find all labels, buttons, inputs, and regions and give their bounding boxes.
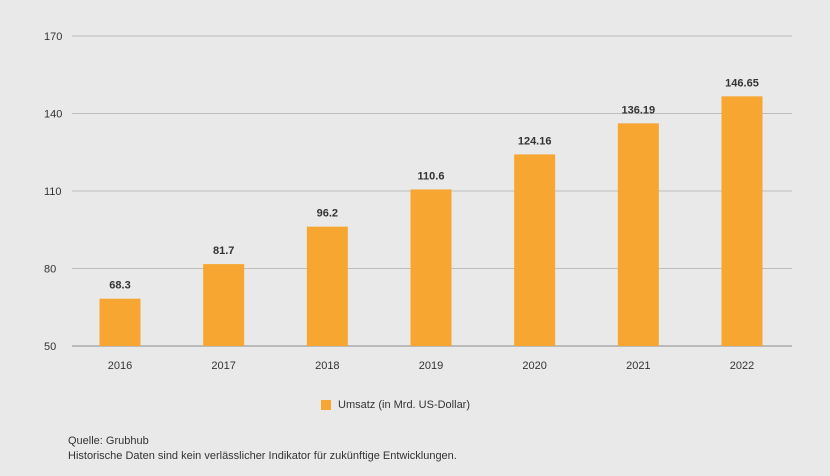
legend: Umsatz (in Mrd. US-Dollar) [321, 399, 470, 411]
bar [721, 96, 763, 346]
disclaimer-note: Historische Daten sind kein verlässliche… [68, 450, 457, 462]
y-axis-ticks: 50 80 110 140 170 [44, 31, 62, 353]
x-tick-label: 2021 [626, 360, 650, 372]
bar-value-labels: 68.3 81.7 96.2 110.6 124.16 136.19 146.65 [109, 77, 759, 291]
y-tick-label: 170 [44, 31, 62, 43]
bar-value-label: 96.2 [317, 208, 338, 220]
bar-value-label: 136.19 [622, 104, 656, 116]
bar-value-label: 146.65 [725, 77, 759, 89]
bar-value-label: 68.3 [109, 280, 130, 292]
bar [514, 154, 556, 346]
y-tick-label: 80 [44, 264, 56, 276]
bar-chart: 50 80 110 140 170 68.3 81.7 96.2 110.6 124.16 136… [44, 31, 792, 372]
bar-value-label: 81.7 [213, 245, 234, 257]
bar [617, 123, 659, 346]
x-tick-label: 2020 [522, 360, 546, 372]
x-tick-label: 2018 [315, 360, 339, 372]
bar-value-label: 110.6 [418, 170, 445, 182]
y-tick-label: 140 [44, 109, 62, 121]
bar [410, 189, 452, 346]
bars [99, 96, 763, 346]
bar [99, 298, 141, 346]
legend-label: Umsatz (in Mrd. US-Dollar) [338, 399, 471, 411]
bar [203, 264, 245, 346]
x-tick-label: 2017 [211, 360, 235, 372]
x-axis-ticks: 2016 2017 2018 2019 2020 2021 2022 [108, 360, 754, 372]
y-tick-label: 50 [44, 341, 56, 353]
legend-swatch [321, 400, 331, 410]
x-tick-label: 2016 [108, 360, 132, 372]
bar [306, 226, 348, 346]
footer: Quelle: Grubhub Historische Daten sind k… [68, 434, 457, 464]
y-tick-label: 110 [44, 186, 62, 198]
source-note: Quelle: Grubhub [68, 435, 149, 447]
x-tick-label: 2022 [730, 360, 754, 372]
x-tick-label: 2019 [419, 360, 443, 372]
bar-value-label: 124.16 [518, 135, 552, 147]
